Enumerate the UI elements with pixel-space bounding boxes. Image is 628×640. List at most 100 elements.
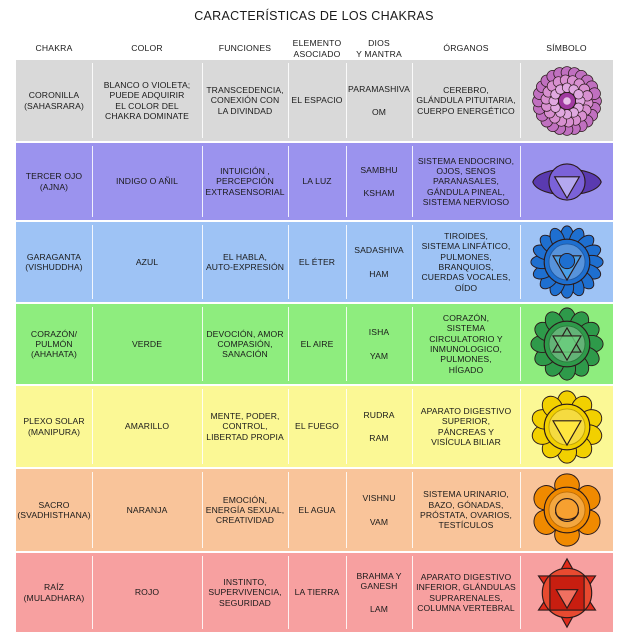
column-divider (520, 307, 521, 381)
mantra: HAM (369, 268, 389, 279)
column-divider (520, 556, 521, 629)
chakra-cell: CORAZÓN/PULMÓN (AHAHATA) (16, 304, 92, 384)
chakra-line: (SVADHISTHANA) (17, 510, 91, 520)
header-funciones: FUNCIONES (218, 43, 272, 53)
organos-cell: TIROIDES, SISTEMA LINFÁTICO, PULMONES, BRAN… (412, 222, 520, 302)
color-line: AMARILLO (124, 421, 170, 432)
organos-line: HÍGADO (448, 364, 484, 375)
column-divider (520, 389, 521, 464)
color-line: NARANJA (126, 504, 168, 515)
funciones-line: ENERGÍA SEXUAL, (205, 504, 285, 515)
column-divider (346, 225, 347, 299)
organos-line: SISTEMA ENDOCRINO, (417, 155, 515, 166)
organos-line: CEREBRO, (443, 85, 489, 96)
organos-line: BRANQUIOS, (438, 262, 494, 272)
column-divider (520, 63, 521, 138)
color-cell: VERDE (92, 304, 202, 384)
column-divider (520, 225, 521, 299)
chakra-line: PULMÓN (35, 338, 73, 349)
organos-cell: APARATO DIGESTIVO INFERIOR, GLÁNDULAS SUPR… (412, 553, 520, 632)
column-divider (202, 556, 203, 629)
chakra-cell: PLEXO SOLAR (MANIPURA) (16, 386, 92, 467)
organos-cell: CEREBRO, GLÁNDULA PITUITARIA, CUERPO ENERG… (412, 60, 520, 141)
organos-cell: SISTEMA ENDOCRINO, OJOS, SENOS PARANASALES… (412, 143, 520, 220)
column-divider (202, 307, 203, 381)
chakra-line: (VISHUDDHA) (25, 262, 83, 272)
funciones-line: SEGURIDAD (219, 597, 271, 608)
funciones-cell: INTUICIÓN , PERCEPCIÓN EXTRASENSORIAL (202, 143, 288, 220)
funciones-cell: EL HABLA, AUTO-EXPRESIÓN (202, 222, 288, 302)
heart-chakra-icon (520, 304, 613, 384)
funciones-cell: TRANSCEDENCIA, CONEXIÓN CON LA DIVINDAD (202, 60, 288, 141)
page-title: CARACTERÍSTICAS DE LOS CHAKRAS (194, 9, 434, 23)
color-line: AZUL (135, 256, 159, 267)
funciones-cell: EMOCIÓN, ENERGÍA SEXUAL, CREATIVIDAD (202, 469, 288, 551)
header-elemento-line1: ELEMENTO (292, 38, 342, 48)
mantra: LAM (370, 604, 388, 615)
column-divider (288, 389, 289, 464)
elemento-line: EL AGUA (298, 504, 336, 515)
god-name: RUDRA (363, 409, 395, 420)
header-color: COLOR (131, 43, 163, 53)
organos-line: BAZO, GÓNADAS, (428, 499, 504, 510)
funciones-line: CONTROL, (222, 421, 268, 432)
elemento-cell: EL AGUA (288, 469, 346, 551)
column-divider (202, 63, 203, 138)
column-divider (412, 146, 413, 217)
solar-plexus-chakra-icon (520, 386, 613, 467)
chakra-line: (MULADHARA) (23, 592, 85, 603)
column-divider (412, 472, 413, 548)
funciones-line: LA DIVINDAD (217, 105, 273, 116)
organos-cell: CORAZÓN, SISTEMA CIRCULATORIO Y INMUNOLOGIC… (412, 304, 520, 384)
organos-line: APARATO DIGESTIVO (420, 571, 512, 582)
color-line: VERDE (131, 338, 163, 349)
column-divider (202, 472, 203, 548)
organos-line: SISTEMA LINFÁTICO, (421, 241, 511, 252)
column-divider (346, 146, 347, 217)
funciones-line: LIBERTAD PROPIA (206, 431, 284, 442)
column-divider (346, 556, 347, 629)
column-divider (412, 307, 413, 381)
chakra-line: SACRO (38, 499, 70, 510)
god-name: ISHA (368, 327, 390, 338)
column-divider (520, 472, 521, 548)
chakra-line: CORAZÓN/ (30, 328, 78, 339)
table-row: SACRO (SVADHISTHANA) NARANJA EMOCIÓN, ENERGÍ… (16, 469, 613, 551)
elemento-line: EL FUEGO (295, 421, 339, 432)
organos-line: PULMONES, (440, 251, 492, 262)
mantra: YAM (369, 350, 389, 361)
organos-line: SUPERIOR, (441, 416, 491, 427)
organos-line: VISÍCULA BILIAR (431, 436, 501, 447)
funciones-cell: INSTINTO, SUPERVIVENCIA, SEGURIDAD (202, 553, 288, 632)
mantra: OM (371, 107, 387, 117)
funciones-line: COMPASIÓN, (217, 338, 273, 349)
column-divider (288, 472, 289, 548)
chakra-line: (SAHASRARA) (24, 100, 84, 111)
funciones-line: SUPERVIVENCIA, (208, 587, 282, 598)
color-cell: AMARILLO (92, 386, 202, 467)
table-row: PLEXO SOLAR (MANIPURA) AMARILLO MENTE, PODE… (16, 386, 613, 467)
color-cell: NARANJA (92, 469, 202, 551)
color-line: BLANCO O VIOLETA; (103, 79, 191, 90)
funciones-line: CONEXIÓN CON (210, 95, 280, 106)
table-row: CORONILLA (SAHASRARA) BLANCO O VIOLETA; PUE… (16, 60, 613, 141)
elemento-cell: EL ÉTER (288, 222, 346, 302)
chakra-line: PLEXO SOLAR (23, 416, 85, 427)
funciones-line: INSTINTO, (223, 577, 267, 588)
color-cell: AZUL (92, 222, 202, 302)
color-cell: BLANCO O VIOLETA; PUEDE ADQUIRIR EL COLOR … (92, 60, 202, 141)
header-dios-line1: DIOS (368, 38, 390, 48)
header-simbolo: SÍMBOLO (546, 43, 587, 53)
organos-line: PÁNCREAS Y (437, 426, 495, 437)
dios-cell: ISHA YAM (346, 304, 412, 384)
organos-line: TIROIDES, (444, 231, 488, 242)
column-divider (92, 146, 93, 217)
column-divider (288, 225, 289, 299)
column-divider (202, 389, 203, 464)
header-elemento-line2: ASOCIADO (293, 49, 341, 59)
organos-line: COLUMNA VERTEBRAL (417, 602, 515, 613)
color-line: EL COLOR DEL (115, 100, 179, 111)
chakra-cell: SACRO (SVADHISTHANA) (16, 469, 92, 551)
crown-chakra-icon (520, 60, 613, 141)
mantra: KSHAM (363, 188, 395, 198)
